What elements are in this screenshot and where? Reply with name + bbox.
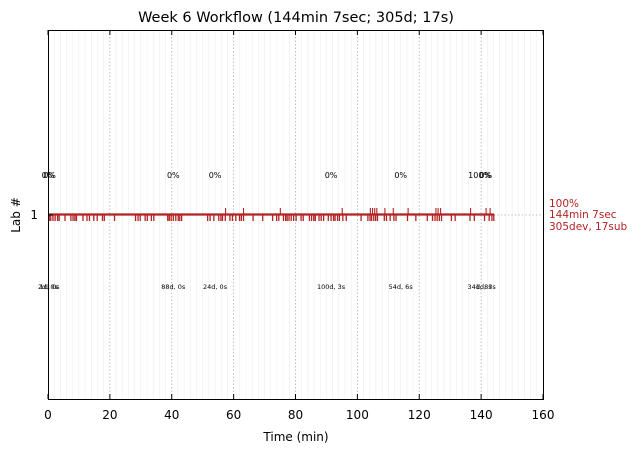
session-duration-label: 1d, 3s (476, 283, 497, 291)
session-duration-label: 34d, 8s (468, 283, 493, 291)
session-duration-label: 1d, 0s (40, 283, 61, 291)
x-tick-label: 60 (226, 408, 241, 422)
session-duration-label: 100d, 3s (317, 283, 346, 291)
summary-duration: 144min 7sec (549, 209, 617, 221)
x-tick-label: 120 (408, 408, 431, 422)
y-tick-label: 1 (30, 208, 38, 222)
axis-layer: 0 20 40 60 80 100 120 140 160 1 (30, 30, 554, 422)
x-tick-label: 140 (470, 408, 493, 422)
summary-counts: 305dev, 17sub (549, 221, 628, 233)
summary-block: 100% 144min 7sec 305dev, 17sub (549, 198, 628, 233)
session-duration-label: 24d, 0s (203, 283, 228, 291)
y-axis-label: Lab # (9, 197, 23, 233)
session-percent-label: 100% (468, 171, 491, 180)
session-percent-label: 0% (209, 171, 222, 180)
session-percent-label: 0% (325, 171, 338, 180)
x-tick-label: 40 (164, 408, 179, 422)
session-percent-label: 0% (43, 171, 56, 180)
x-tick-label: 160 (532, 408, 555, 422)
session-duration-label: 54d, 6s (389, 283, 414, 291)
session-percent-label: 0% (167, 171, 180, 180)
x-tick-label: 0 (44, 408, 52, 422)
x-axis-label: Time (min) (262, 430, 328, 444)
session-duration-label: 88d, 0s (161, 283, 186, 291)
x-tick-label: 20 (102, 408, 117, 422)
x-tick-label: 100 (346, 408, 369, 422)
labels-layer: 0%2d, 0s0%1d, 0s0%88d, 0s0%24d, 0s0%100d… (38, 171, 496, 291)
session-percent-label: 0% (394, 171, 407, 180)
x-tick-label: 80 (288, 408, 303, 422)
chart-title: Week 6 Workflow (144min 7sec; 305d; 17s) (138, 10, 454, 26)
marks-layer (48, 208, 495, 221)
summary-percent: 100% (549, 198, 579, 210)
session-percent-label: 0% (479, 171, 492, 180)
